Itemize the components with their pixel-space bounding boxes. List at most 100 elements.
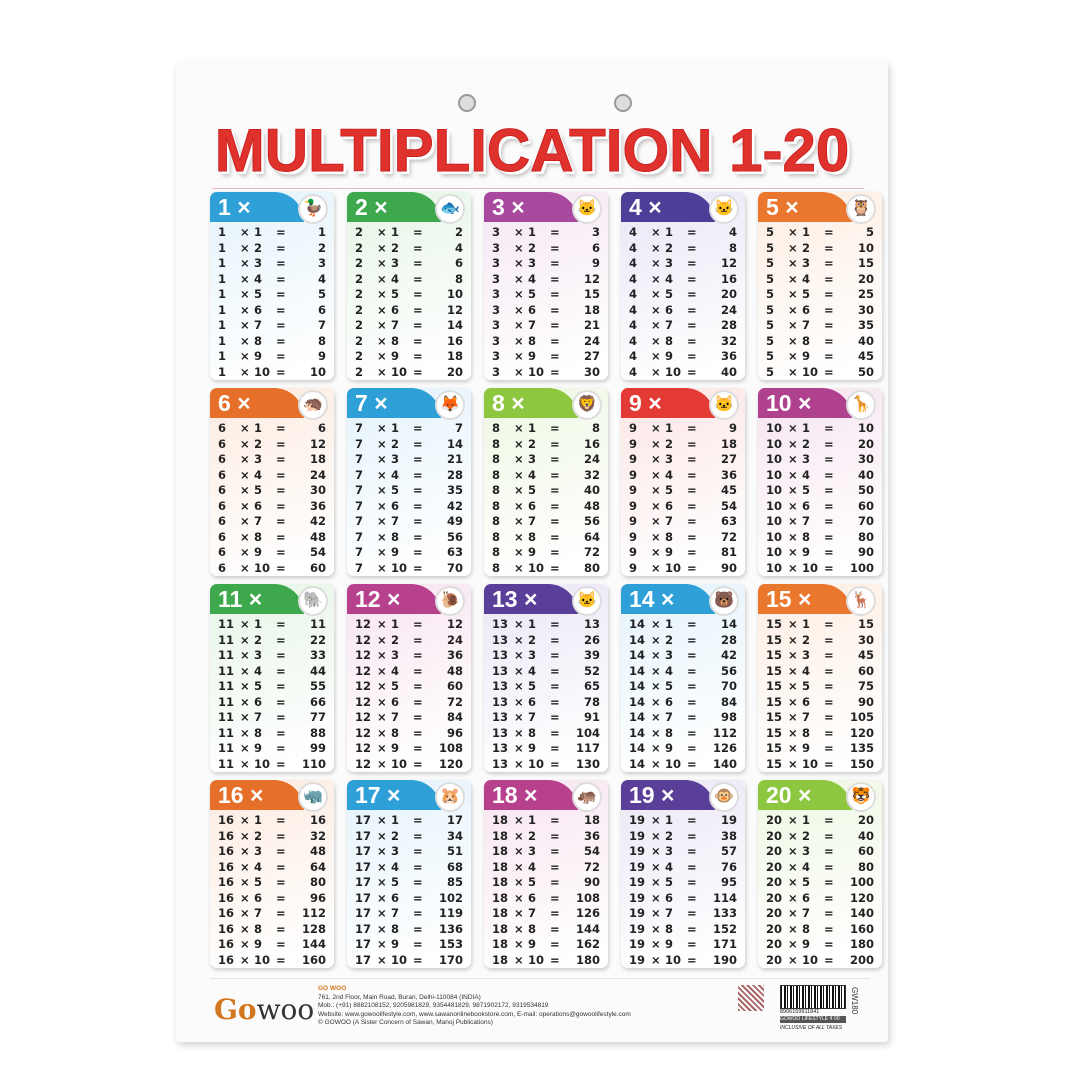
table-number: 12: [355, 586, 381, 612]
multiplier: 4: [802, 467, 811, 482]
multiplicand: 6: [218, 436, 227, 451]
times-sign: ×: [651, 756, 661, 771]
product: 162: [575, 937, 600, 951]
table-row: 16 × 9 = 144: [218, 937, 326, 953]
table-row: 13 × 2 = 26: [492, 633, 600, 649]
multiplier: 7: [254, 710, 263, 724]
equals-sign: =: [413, 813, 423, 827]
equals-sign: =: [550, 906, 560, 920]
multiplier: 5: [254, 875, 263, 889]
equals-sign: =: [550, 663, 560, 678]
table-header: 11 ×: [210, 584, 304, 614]
times-sign: ×: [240, 906, 250, 920]
equals-sign: =: [550, 710, 560, 724]
multiplicand: 11: [218, 663, 235, 678]
times-sign: ×: [377, 514, 387, 528]
multiplicand: 6: [218, 498, 227, 513]
multiplier: 6: [802, 302, 811, 317]
times-sign: ×: [377, 529, 387, 544]
times-sign: ×: [377, 240, 387, 255]
multiplicand: 15: [766, 694, 783, 709]
equals-sign: =: [550, 725, 560, 740]
equals-sign: =: [413, 287, 423, 301]
multiplier: 5: [528, 287, 537, 301]
multiplier: 3: [665, 452, 674, 466]
product: 12: [446, 617, 463, 631]
multiplicand: 8: [492, 560, 501, 575]
multiplier: 3: [254, 648, 263, 662]
product: 100: [849, 875, 874, 889]
times-sign: ×: [377, 617, 387, 631]
product: 70: [857, 514, 874, 528]
equals-sign: =: [276, 421, 286, 435]
equals-sign: =: [413, 467, 423, 482]
product: 8: [591, 421, 600, 435]
multiplier: 4: [665, 467, 674, 482]
product: 72: [720, 529, 737, 544]
multiplicand: 4: [629, 318, 638, 332]
multiplicand: 11: [218, 694, 235, 709]
product: 35: [857, 318, 874, 332]
multiplicand: 12: [355, 710, 372, 724]
product: 126: [575, 906, 600, 920]
table-row: 19 × 3 = 57: [629, 844, 737, 860]
table-row: 20 × 9 = 180: [766, 937, 874, 953]
multiplier: 10: [391, 952, 408, 967]
times-sign: ×: [377, 333, 387, 348]
times-sign: ×: [788, 906, 798, 920]
multiplier: 7: [802, 514, 811, 528]
equals-sign: =: [687, 545, 697, 559]
product: 18: [446, 349, 463, 363]
multiplier: 3: [254, 844, 263, 858]
equals-sign: =: [413, 679, 423, 693]
product: 120: [849, 725, 874, 740]
multiplier: 9: [254, 545, 263, 559]
table-row: 13 × 1 = 13: [492, 617, 600, 633]
equals-sign: =: [413, 452, 423, 466]
times-sign: ×: [788, 679, 798, 693]
table-row: 10 × 8 = 80: [766, 530, 874, 546]
times-sign: ×: [514, 859, 524, 874]
product: 20: [857, 813, 874, 827]
times-sign: ×: [788, 844, 798, 858]
equals-sign: =: [824, 725, 834, 740]
table-header: 13 ×: [484, 584, 578, 614]
product: 28: [446, 467, 463, 482]
multiplicand: 5: [766, 364, 775, 379]
table-row: 12 × 6 = 72: [355, 695, 463, 711]
table-row: 4 × 3 = 12: [629, 256, 737, 272]
multiplier: 10: [254, 560, 271, 575]
times-sign: ×: [377, 498, 387, 513]
equals-sign: =: [824, 349, 834, 363]
equals-sign: =: [550, 890, 560, 905]
table-row: 3 × 2 = 6: [492, 241, 600, 257]
multiplier: 9: [391, 937, 400, 951]
product: 32: [720, 333, 737, 348]
multiplier: 9: [665, 741, 674, 755]
times-sign: ×: [374, 390, 388, 416]
equals-sign: =: [550, 545, 560, 559]
product: 34: [446, 828, 463, 843]
table-row: 8 × 2 = 16: [492, 437, 600, 453]
tiger-icon: 🐯: [846, 782, 876, 812]
table-row: 9 × 1 = 9: [629, 421, 737, 437]
multiplier: 8: [665, 921, 674, 936]
table-row: 3 × 5 = 15: [492, 287, 600, 303]
multiplier: 8: [802, 921, 811, 936]
gowoo-logo: Gowoo: [214, 993, 315, 1026]
table-row: 4 × 10 = 40: [629, 365, 737, 381]
table-row: 3 × 10 = 30: [492, 365, 600, 381]
table-row: 4 × 8 = 32: [629, 334, 737, 350]
product: 21: [583, 318, 600, 332]
multiplicand: 4: [629, 271, 638, 286]
table-row: 1 × 7 = 7: [218, 318, 326, 334]
table-row: 9 × 7 = 63: [629, 514, 737, 530]
multiplicand: 10: [766, 498, 783, 513]
product: 70: [720, 679, 737, 693]
table-row: 14 × 5 = 70: [629, 679, 737, 695]
table-row: 7 × 2 = 14: [355, 437, 463, 453]
hippo-icon: 🦛: [572, 782, 602, 812]
times-sign: ×: [377, 632, 387, 647]
equals-sign: =: [824, 364, 834, 379]
equals-sign: =: [550, 617, 560, 631]
